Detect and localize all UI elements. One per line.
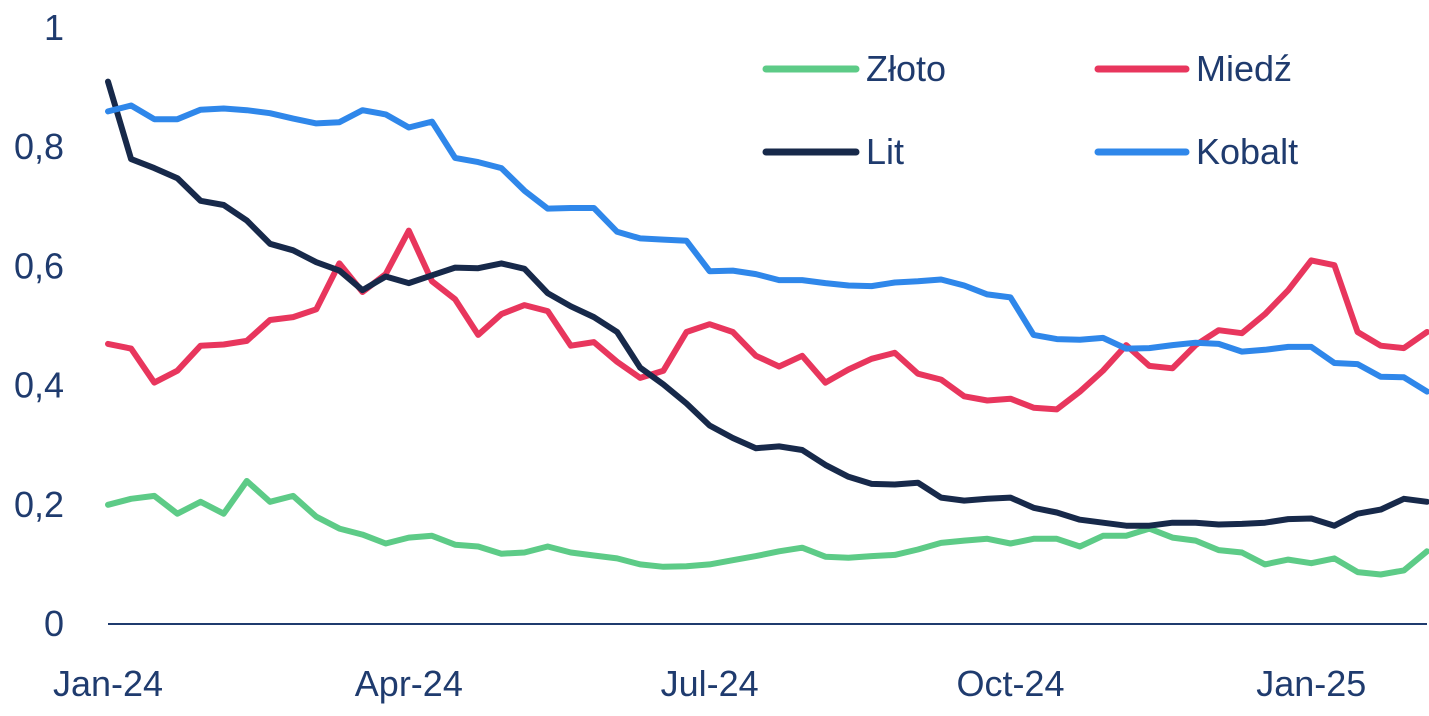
series-line-zloto bbox=[105, 478, 1429, 578]
y-tick-label: 0,4 bbox=[14, 365, 64, 406]
y-axis-ticks: 0 0,2 0,4 0,6 0,8 1 bbox=[14, 7, 64, 644]
y-tick-label: 0 bbox=[44, 603, 64, 644]
y-tick-label: 0,2 bbox=[14, 484, 64, 525]
series-line-kobalt bbox=[105, 102, 1429, 395]
legend-item-kobalt: Kobalt bbox=[1094, 131, 1298, 172]
legend-item-zloto: Złoto bbox=[762, 48, 946, 89]
legend-item-miedz: Miedź bbox=[1094, 48, 1292, 89]
x-axis-ticks: Jan-24 Apr-24 Jul-24 Oct-24 Jan-25 bbox=[53, 663, 1366, 704]
legend-label-zloto: Złoto bbox=[866, 48, 946, 89]
series-line-miedz bbox=[105, 227, 1429, 413]
series-line-lit bbox=[105, 78, 1429, 529]
legend-item-lit: Lit bbox=[762, 131, 904, 172]
legend-label-miedz: Miedź bbox=[1196, 48, 1292, 89]
y-tick-label: 0,8 bbox=[14, 126, 64, 167]
x-tick-label: Jan-24 bbox=[53, 663, 163, 704]
x-tick-label: Apr-24 bbox=[355, 663, 463, 704]
legend-label-lit: Lit bbox=[866, 131, 904, 172]
legend-label-kobalt: Kobalt bbox=[1196, 131, 1298, 172]
x-tick-label: Oct-24 bbox=[956, 663, 1064, 704]
legend: Złoto Miedź Lit Kobalt bbox=[762, 48, 1298, 172]
series-lines bbox=[105, 78, 1429, 578]
y-tick-label: 0,6 bbox=[14, 245, 64, 286]
x-tick-label: Jan-25 bbox=[1256, 663, 1366, 704]
x-tick-label: Jul-24 bbox=[661, 663, 759, 704]
y-tick-label: 1 bbox=[44, 7, 64, 48]
